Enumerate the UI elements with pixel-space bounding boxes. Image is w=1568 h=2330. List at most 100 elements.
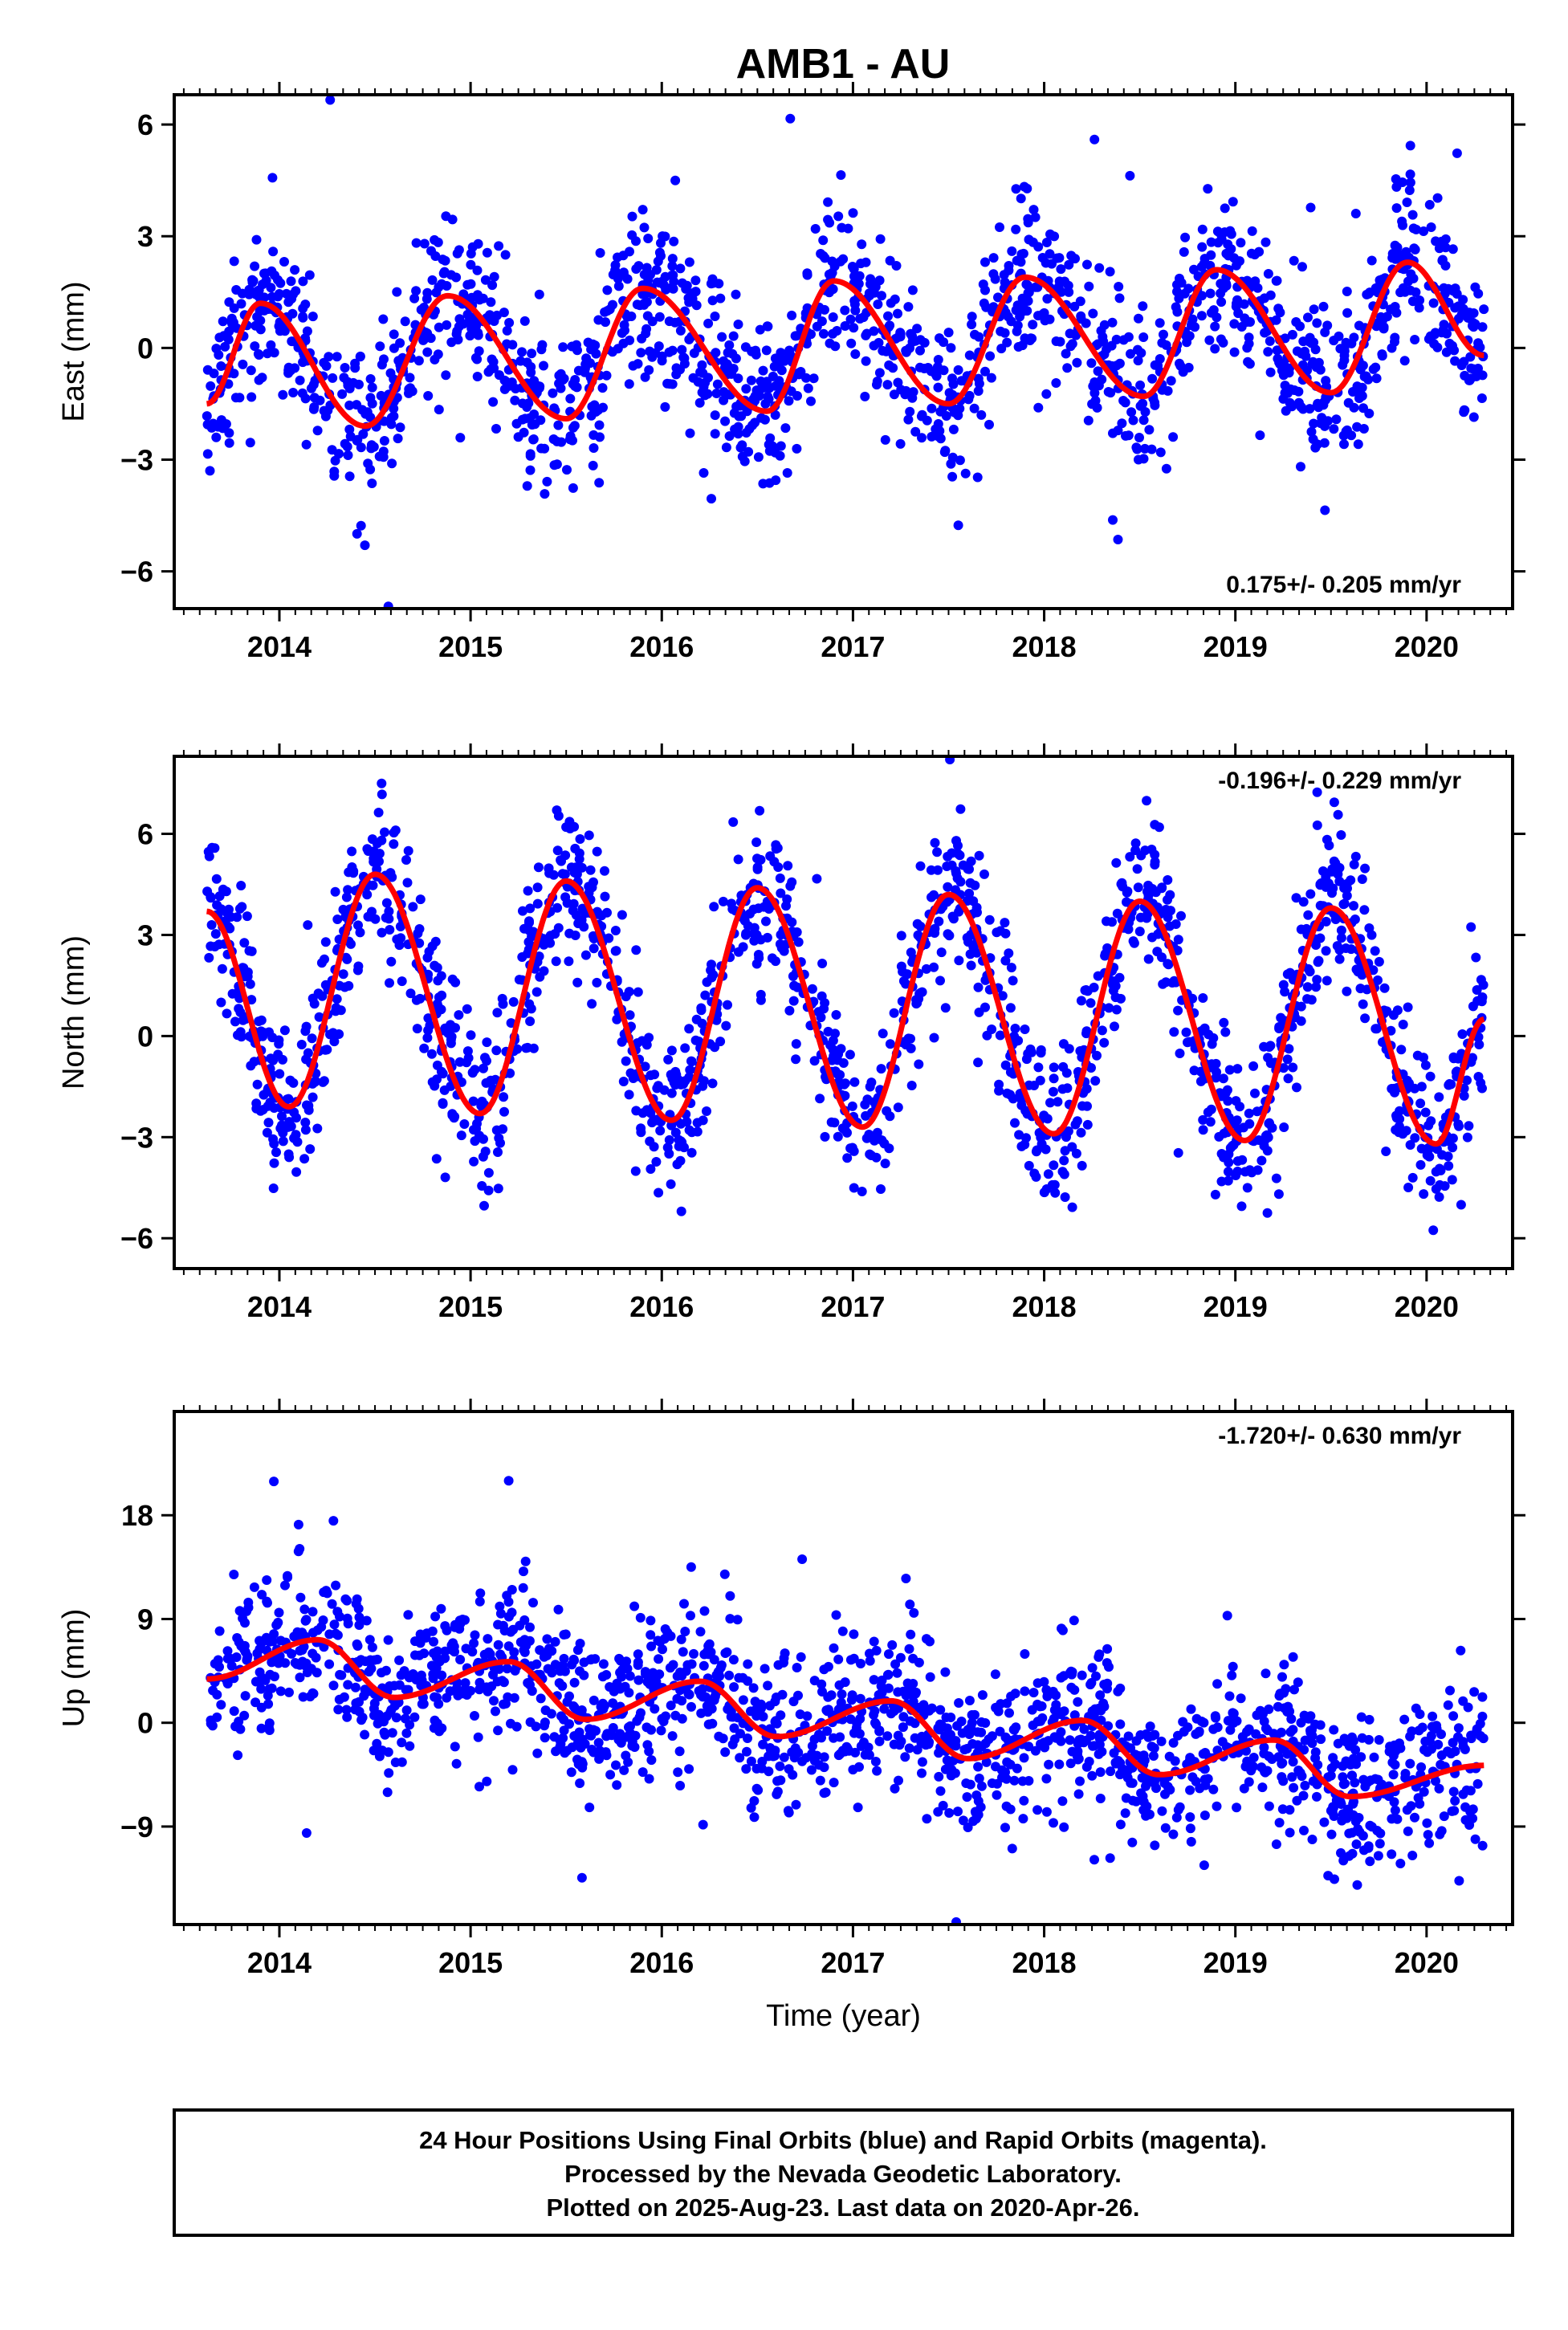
data-point xyxy=(576,1742,586,1753)
data-point xyxy=(893,1102,903,1113)
data-point xyxy=(269,1629,279,1640)
data-point xyxy=(880,1159,890,1169)
data-point xyxy=(544,868,555,878)
data-point xyxy=(731,289,741,299)
data-point xyxy=(733,947,743,957)
data-point xyxy=(1184,331,1195,341)
data-point xyxy=(295,1672,305,1683)
data-point xyxy=(678,1647,688,1657)
data-point xyxy=(664,347,674,357)
data-point xyxy=(433,237,443,247)
data-point xyxy=(745,909,755,919)
data-point xyxy=(515,356,526,366)
data-point xyxy=(1216,288,1226,299)
data-point xyxy=(617,1672,627,1682)
data-point xyxy=(1198,1114,1208,1125)
data-point xyxy=(472,354,483,365)
data-point xyxy=(422,952,433,963)
data-point xyxy=(348,377,359,388)
data-point xyxy=(446,337,457,348)
data-point xyxy=(486,297,496,308)
data-point xyxy=(589,1695,599,1705)
data-point xyxy=(1428,298,1439,308)
data-point xyxy=(1420,1107,1431,1118)
data-point xyxy=(1198,993,1208,1003)
data-point xyxy=(1350,209,1361,218)
data-point xyxy=(214,350,224,360)
data-point xyxy=(1466,1730,1476,1741)
data-point xyxy=(1114,972,1125,983)
data-point xyxy=(1002,337,1012,348)
data-point xyxy=(1386,304,1396,315)
data-point xyxy=(658,1644,667,1655)
data-point xyxy=(307,1033,317,1044)
data-point xyxy=(815,1094,825,1104)
data-point xyxy=(356,520,366,531)
data-point xyxy=(375,341,385,352)
data-point xyxy=(1060,1192,1070,1202)
data-point xyxy=(389,403,399,413)
data-point xyxy=(698,1660,709,1671)
data-point xyxy=(575,834,585,844)
data-point xyxy=(246,995,257,1005)
data-point xyxy=(597,383,608,393)
data-point xyxy=(1432,342,1443,352)
data-point xyxy=(813,1007,824,1017)
data-point xyxy=(1465,352,1476,362)
data-point xyxy=(760,1664,770,1674)
data-point xyxy=(1305,202,1316,213)
model-curve xyxy=(206,259,1485,430)
data-point xyxy=(865,1149,875,1159)
data-point xyxy=(963,1823,973,1832)
data-point xyxy=(1152,947,1163,957)
data-point xyxy=(479,1063,488,1073)
data-point xyxy=(1232,1167,1243,1176)
data-point xyxy=(433,349,443,360)
data-point xyxy=(408,902,418,912)
data-point xyxy=(901,979,911,989)
data-point xyxy=(992,1790,1002,1800)
data-point xyxy=(489,1696,499,1706)
data-point xyxy=(1127,1795,1138,1806)
data-point xyxy=(1006,963,1016,973)
data-point xyxy=(422,294,432,304)
data-point xyxy=(477,1181,487,1191)
data-point xyxy=(1426,1116,1436,1126)
data-point xyxy=(727,348,738,359)
data-point xyxy=(1106,340,1117,351)
data-point xyxy=(1318,301,1329,312)
data-point xyxy=(769,361,780,372)
data-point xyxy=(967,320,977,330)
data-point xyxy=(387,872,397,882)
data-point xyxy=(1130,845,1141,855)
data-point xyxy=(1278,1063,1289,1073)
data-point xyxy=(367,479,377,488)
data-point xyxy=(440,1172,450,1183)
data-point xyxy=(915,861,926,871)
data-point xyxy=(1405,1758,1415,1769)
data-point xyxy=(381,898,392,908)
data-point xyxy=(698,1819,708,1830)
data-point xyxy=(585,865,596,875)
data-point xyxy=(1086,358,1097,369)
data-point xyxy=(965,878,975,888)
data-point xyxy=(1287,329,1297,340)
data-point xyxy=(698,381,709,392)
data-point xyxy=(1171,1812,1182,1823)
data-point xyxy=(1395,1106,1405,1116)
data-point xyxy=(771,840,781,850)
data-point xyxy=(948,914,959,924)
data-point xyxy=(1017,340,1028,351)
data-point xyxy=(941,411,951,421)
data-point xyxy=(743,1733,752,1743)
data-point xyxy=(308,1627,318,1638)
data-point xyxy=(559,1725,569,1736)
data-point xyxy=(669,236,679,246)
data-point xyxy=(576,862,587,873)
data-point xyxy=(1132,444,1142,454)
data-point xyxy=(1000,308,1011,318)
data-point xyxy=(861,1133,872,1143)
data-point xyxy=(373,808,384,817)
data-point xyxy=(1216,1091,1227,1102)
